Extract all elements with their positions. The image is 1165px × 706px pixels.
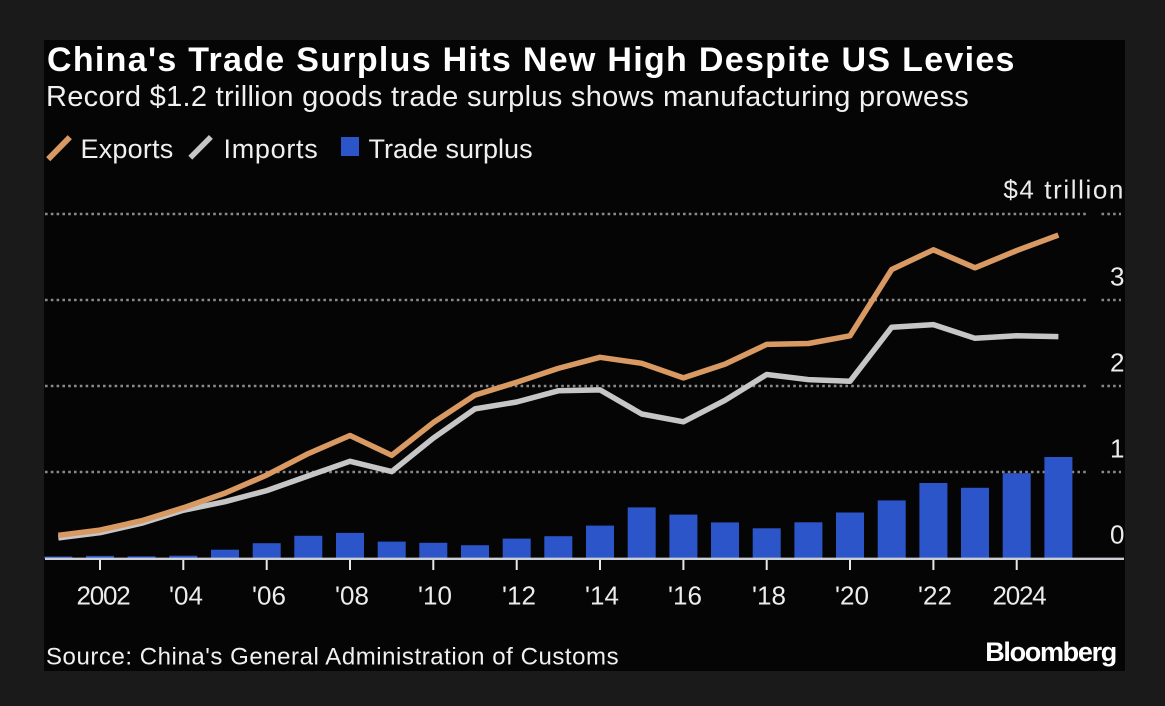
svg-text:3: 3 — [1110, 262, 1124, 292]
svg-text:2024: 2024 — [992, 581, 1046, 611]
svg-text:Imports: Imports — [224, 134, 319, 164]
svg-text:'14: '14 — [585, 581, 619, 611]
svg-text:'20: '20 — [835, 581, 869, 611]
svg-text:'04: '04 — [169, 581, 203, 611]
svg-text:'22: '22 — [918, 581, 952, 611]
svg-text:'08: '08 — [335, 581, 369, 611]
svg-text:'18: '18 — [752, 581, 786, 611]
svg-text:'12: '12 — [502, 581, 536, 611]
svg-text:China's Trade Surplus Hits New: China's Trade Surplus Hits New High Desp… — [47, 41, 1016, 79]
svg-text:Source: China's General Admini: Source: China's General Administration o… — [46, 644, 619, 671]
svg-text:Bloomberg: Bloomberg — [985, 637, 1116, 667]
svg-text:2002: 2002 — [76, 581, 130, 611]
svg-text:Exports: Exports — [81, 134, 174, 164]
svg-text:Trade surplus: Trade surplus — [369, 134, 533, 164]
svg-text:'06: '06 — [252, 581, 286, 611]
svg-text:1: 1 — [1110, 434, 1124, 464]
svg-text:2: 2 — [1110, 348, 1124, 378]
svg-text:Record $1.2 trillion goods tra: Record $1.2 trillion goods trade surplus… — [46, 81, 969, 113]
svg-text:'10: '10 — [418, 581, 452, 611]
svg-text:$4 trillion: $4 trillion — [1003, 175, 1125, 205]
svg-text:0: 0 — [1110, 520, 1124, 550]
svg-text:'16: '16 — [668, 581, 702, 611]
